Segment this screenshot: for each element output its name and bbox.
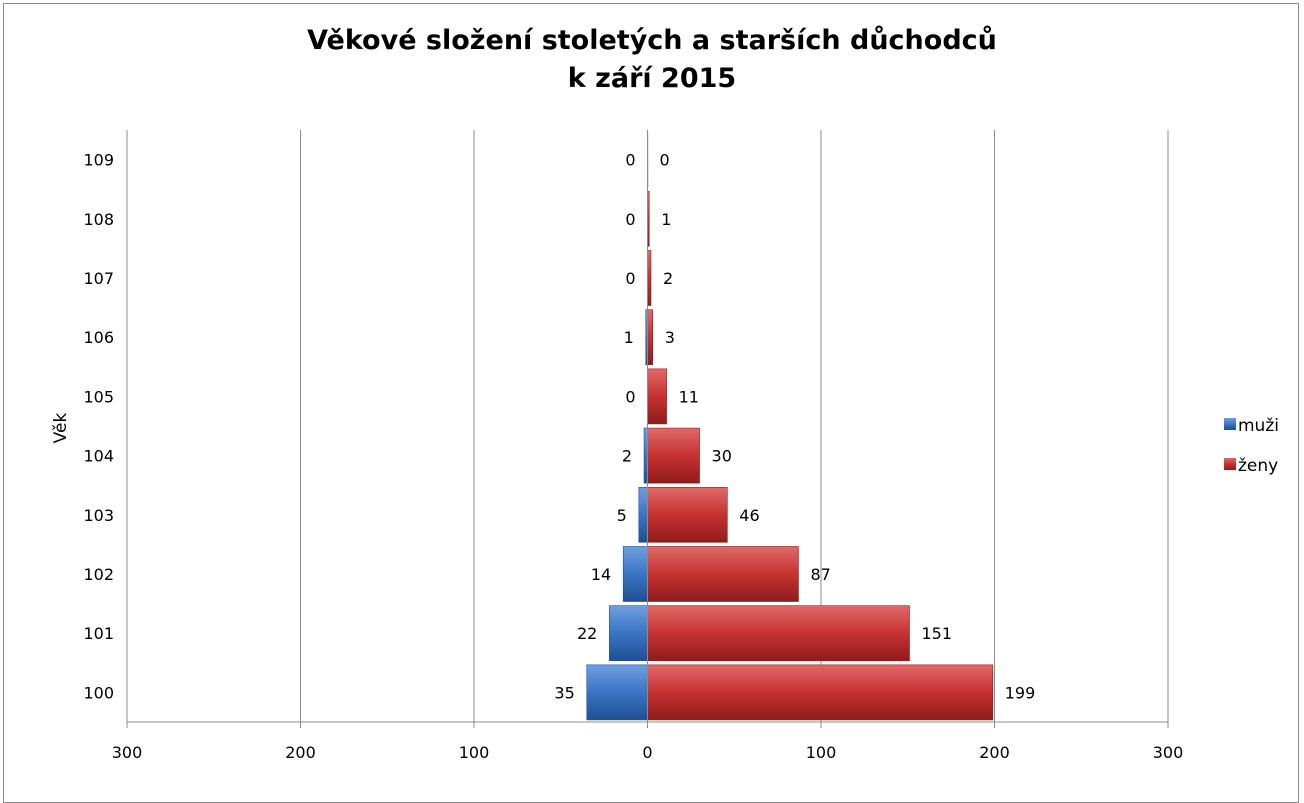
x-tick-label: 200 [979, 743, 1010, 762]
x-tick-label: 0 [642, 743, 652, 762]
x-tick-label: 200 [285, 743, 316, 762]
legend: muži ženy [1224, 416, 1279, 476]
data-label-muzi: 35 [554, 683, 574, 702]
chart-title-line-1: Věkové složení stoletých a starších důch… [307, 25, 997, 56]
legend-label-zeny: ženy [1238, 456, 1278, 476]
data-label-zeny: 11 [679, 387, 699, 406]
y-tick-label: 106 [83, 328, 114, 347]
data-label-zeny: 151 [921, 624, 952, 643]
bar-zeny [647, 368, 667, 425]
bars [586, 132, 994, 721]
data-label-muzi: 0 [625, 151, 635, 170]
y-tick-label: 103 [83, 506, 114, 525]
bar-zeny [647, 546, 799, 602]
y-tick-label: 102 [83, 565, 114, 584]
data-label-muzi: 14 [591, 565, 611, 584]
legend-swatch-zeny [1224, 458, 1236, 470]
bar-zeny [647, 250, 652, 306]
y-tick-label: 104 [83, 447, 114, 466]
chart-title: Věkové složení stoletých a starších důch… [0, 22, 1304, 98]
bar-zeny [647, 664, 994, 721]
bar-zeny [647, 486, 728, 543]
x-tick-label: 100 [459, 743, 490, 762]
bar-zeny [647, 605, 910, 662]
data-label-muzi: 0 [625, 269, 635, 288]
data-label-zeny: 3 [665, 328, 675, 347]
data-label-zeny: 30 [712, 447, 732, 466]
data-label-zeny: 2 [663, 269, 673, 288]
data-label-zeny: 199 [1005, 683, 1036, 702]
chart-title-line-2: k září 2015 [567, 63, 737, 94]
bar-muzi [638, 486, 648, 543]
legend-label-muzi: muži [1238, 416, 1279, 436]
data-label-zeny: 0 [660, 151, 670, 170]
y-tick-label: 109 [83, 151, 114, 170]
y-tick-label: 100 [83, 683, 114, 702]
x-tick-label: 300 [112, 743, 143, 762]
data-label-muzi: 22 [577, 624, 597, 643]
data-label-muzi: 0 [625, 210, 635, 229]
y-tick-label: 101 [83, 624, 114, 643]
data-label-zeny: 46 [739, 506, 759, 525]
axes: 300 200 100 0 100 200 300100101102103104105106… [83, 130, 1183, 762]
bar-muzi [586, 664, 648, 721]
data-label-zeny: 87 [810, 565, 830, 584]
x-tick-label: 100 [806, 743, 837, 762]
data-label-muzi: 0 [625, 387, 635, 406]
y-tick-label: 108 [83, 210, 114, 229]
x-tick-label: 300 [1153, 743, 1184, 762]
y-tick-label: 105 [83, 387, 114, 406]
y-axis-title: Věk [51, 413, 71, 444]
data-label-muzi: 2 [622, 447, 632, 466]
bar-muzi [643, 427, 648, 484]
bar-zeny [647, 427, 700, 484]
y-tick-label: 107 [83, 269, 114, 288]
data-label-muzi: 5 [617, 506, 627, 525]
data-label-zeny: 1 [661, 210, 671, 229]
bar-zeny [647, 309, 654, 366]
bar-muzi [622, 546, 648, 602]
bar-muzi [609, 605, 648, 662]
data-label-muzi: 1 [624, 328, 634, 347]
legend-swatch-muzi [1224, 418, 1236, 430]
